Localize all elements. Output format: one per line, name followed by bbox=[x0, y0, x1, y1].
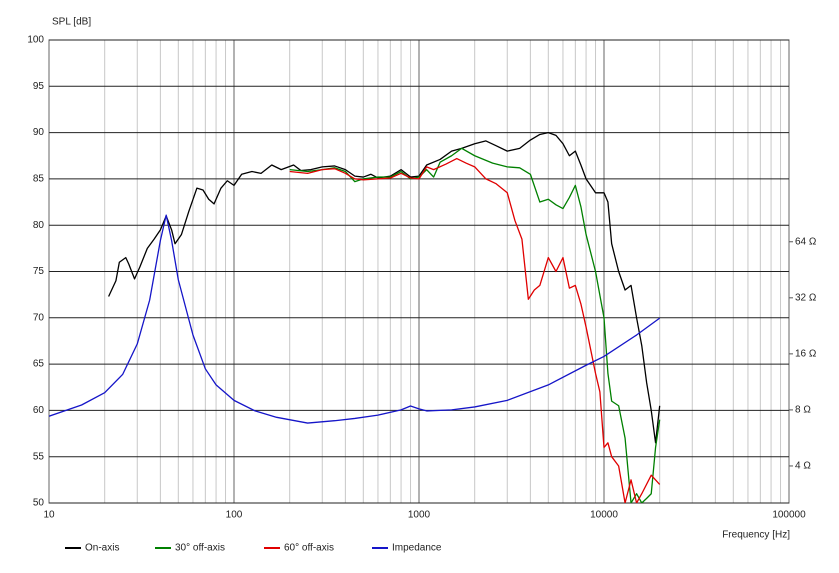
y-tick-label: 75 bbox=[33, 266, 45, 277]
series-line bbox=[108, 131, 661, 444]
x-tick-label: 100 bbox=[226, 510, 243, 521]
y-tick-label: 90 bbox=[33, 127, 45, 138]
plot-lines bbox=[49, 131, 661, 503]
series-line bbox=[289, 147, 661, 503]
y2-tick-label: 64 Ω bbox=[795, 236, 817, 247]
y-tick-label: 70 bbox=[33, 312, 45, 323]
y-axis-label: SPL [dB] bbox=[52, 17, 91, 28]
x-tick-label: 1000 bbox=[408, 510, 431, 521]
y-tick-label: 60 bbox=[33, 405, 45, 416]
y-tick-label: 65 bbox=[33, 359, 45, 370]
series-line bbox=[289, 157, 661, 503]
x-axis-label: Frequency [Hz] bbox=[722, 530, 790, 541]
y-tick-label: 100 bbox=[27, 35, 44, 46]
x-tick-label: 10000 bbox=[590, 510, 618, 521]
y-tick-label: 50 bbox=[33, 498, 45, 509]
y-tick-label: 95 bbox=[33, 81, 45, 92]
y2-tick-label: 4 Ω bbox=[795, 461, 811, 472]
y-tick-label: 55 bbox=[33, 451, 45, 462]
x-tick-label: 10 bbox=[43, 510, 55, 521]
y2-tick-label: 16 Ω bbox=[795, 349, 817, 360]
y-tick-label: 80 bbox=[33, 220, 45, 231]
legend-label: Impedance bbox=[392, 543, 442, 554]
y2-tick-label: 32 Ω bbox=[795, 292, 817, 303]
series-line bbox=[49, 214, 661, 424]
x-tick-label: 100000 bbox=[772, 510, 806, 521]
y2-tick-label: 8 Ω bbox=[795, 405, 811, 416]
legend-label: 30° off-axis bbox=[175, 543, 225, 554]
y-tick-label: 85 bbox=[33, 174, 45, 185]
legend-label: 60° off-axis bbox=[284, 543, 334, 554]
legend-label: On-axis bbox=[85, 543, 119, 554]
